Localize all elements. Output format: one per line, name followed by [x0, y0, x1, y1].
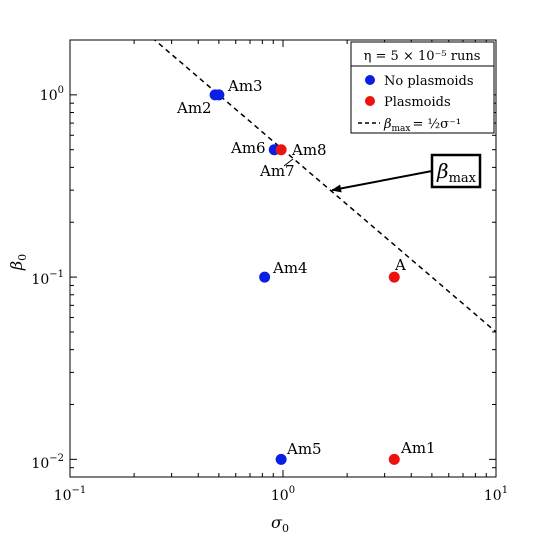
x-tick-label-0: 10−1 — [54, 485, 87, 504]
beta-max-annotation: βmax — [331, 153, 482, 193]
x-axis-title: σ0 — [271, 513, 289, 535]
point-label-am2: Am2 — [176, 99, 212, 117]
axis-ticks — [69, 39, 497, 478]
point-label-am6: Am6 — [230, 139, 266, 157]
point-label-am4: Am4 — [272, 259, 308, 277]
y-tick-label-2: 100 — [40, 85, 64, 104]
point-label-a: A — [394, 256, 406, 274]
y-tick-label-0: 10−2 — [31, 453, 64, 472]
legend-box — [350, 41, 495, 134]
point-label-am1: Am1 — [400, 439, 436, 457]
legend-marker-plasmoids — [365, 96, 375, 106]
legend-title: η = 5 × 10⁻⁵ runs — [364, 49, 481, 64]
point-am5 — [275, 453, 287, 465]
point-label-am7: Am7 — [259, 162, 295, 180]
point-a — [388, 271, 400, 283]
y-axis-title: β0 — [7, 254, 29, 271]
legend-entry-no-plasmoids: No plasmoids — [384, 74, 474, 89]
y-tick-label-1: 10−1 — [31, 269, 64, 288]
point-label-am3: Am3 — [227, 77, 263, 95]
point-am3 — [213, 89, 225, 101]
point-label-am8: Am8 — [291, 141, 327, 159]
x-tick-label-1: 100 — [271, 485, 295, 504]
legend-marker-no-plasmoids — [365, 75, 375, 85]
point-am4 — [259, 271, 271, 283]
am7-arrow — [283, 158, 294, 167]
legend-entry-beta-max: βmax = ½σ⁻¹ — [383, 117, 461, 134]
legend: η = 5 × 10⁻⁵ runs No plasmoids Plasmoids… — [350, 41, 495, 134]
point-am1 — [388, 453, 400, 465]
annotation-arrow — [331, 170, 433, 193]
annotation-text: βmax — [436, 159, 477, 186]
x-tick-label-2: 101 — [484, 485, 508, 504]
legend-entry-plasmoids: Plasmoids — [384, 95, 451, 110]
point-am8 — [275, 144, 287, 156]
data-points — [209, 89, 400, 465]
point-label-am5: Am5 — [286, 440, 322, 458]
